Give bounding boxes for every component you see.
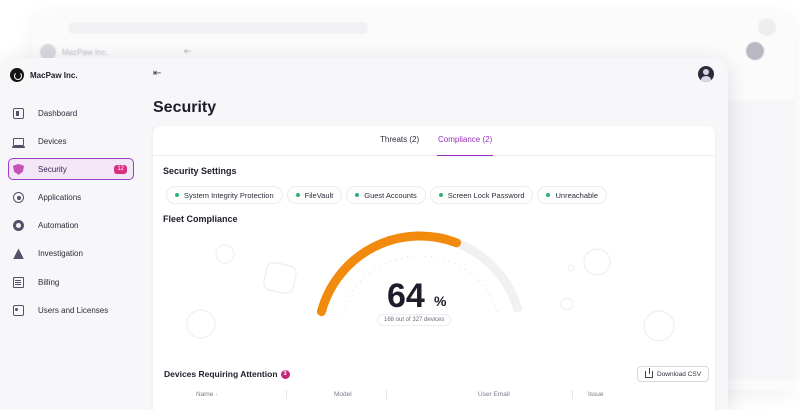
tab-bar: Threats (2) Compliance (2): [153, 126, 715, 156]
security-settings-title: Security Settings: [163, 166, 237, 176]
warning-icon: [13, 248, 24, 260]
sidebar: MacPaw Inc. Dashboard Devices Security 1…: [0, 58, 140, 410]
ghost-user-avatar: [746, 42, 764, 60]
download-csv-label: Download CSV: [657, 370, 702, 378]
sidebar-item-label: Automation: [38, 221, 79, 231]
decorative-background: [186, 244, 675, 342]
devices-attention-title: Devices Requiring Attention 3: [164, 369, 290, 379]
gauge-value: 64: [387, 277, 425, 315]
compliance-gauge: [316, 231, 523, 317]
status-dot-icon: [295, 193, 300, 197]
sidebar-item-label: Applications: [38, 193, 82, 203]
tab-threats[interactable]: Threats (2): [380, 135, 420, 144]
sidebar-item-billing[interactable]: Billing: [8, 271, 134, 293]
sidebar-item-label: Investigation: [38, 249, 83, 259]
column-label: Name: [196, 391, 214, 398]
brand-name: MacPaw Inc.: [30, 70, 78, 80]
gauge-fill: [316, 231, 462, 317]
column-label: Model: [334, 391, 352, 398]
status-dot-icon: [546, 193, 551, 197]
chip-label: Screen Lock Password: [447, 190, 525, 200]
download-icon: [645, 367, 653, 378]
security-count-badge: 12: [114, 165, 127, 175]
users-icon: [13, 304, 24, 316]
column-header-name[interactable]: Name ↕: [196, 391, 218, 398]
sidebar-item-label: Devices: [38, 136, 67, 146]
sidebar-item-automation[interactable]: Automation: [8, 215, 134, 237]
security-settings-chips: System Integrity Protection FileVault Gu…: [166, 186, 608, 204]
automation-icon: [13, 220, 24, 232]
tab-compliance[interactable]: Compliance (2): [437, 135, 494, 156]
sidebar-item-dashboard[interactable]: Dashboard: [8, 102, 134, 124]
gauge-dotted-ring: [341, 255, 499, 313]
sort-icon: ↕: [215, 392, 218, 398]
download-csv-button[interactable]: Download CSV: [637, 366, 710, 382]
chip-screen-lock-password[interactable]: Screen Lock Password: [429, 186, 534, 204]
gauge-unit: %: [434, 293, 447, 309]
ghost-collapse-icon: ⇤: [184, 46, 192, 56]
column-header-issue[interactable]: Issue: [588, 391, 604, 398]
sidebar-item-label: Dashboard: [38, 108, 78, 118]
ghost-title: MacPaw Inc.: [62, 48, 108, 57]
column-separator: [572, 390, 573, 399]
sidebar-item-label: Users and Licenses: [38, 305, 109, 315]
chip-label: FileVault: [304, 190, 334, 200]
status-dot-icon: [355, 193, 360, 197]
sidebar-item-devices[interactable]: Devices: [8, 130, 134, 152]
brand[interactable]: MacPaw Inc.: [10, 68, 78, 82]
page-title: Security: [153, 99, 217, 116]
chip-guest-accounts[interactable]: Guest Accounts: [346, 186, 426, 204]
sidebar-item-investigation[interactable]: Investigation: [8, 243, 134, 265]
laptop-icon: [12, 137, 25, 148]
sidebar-item-label: Security: [38, 164, 67, 174]
column-header-model[interactable]: Model: [334, 391, 352, 398]
column-label: User Email: [478, 391, 510, 398]
chip-label: Unreachable: [555, 190, 599, 200]
sidebar-item-applications[interactable]: Applications: [8, 187, 134, 209]
chip-label: System Integrity Protection: [184, 190, 274, 200]
ghost-avatar: [40, 44, 56, 60]
user-avatar[interactable]: [698, 66, 714, 82]
ghost-button: [758, 18, 776, 36]
sidebar-item-security[interactable]: Security 12: [8, 158, 134, 181]
macpaw-logo-icon: [10, 68, 24, 82]
status-dot-icon: [175, 193, 179, 197]
chip-system-integrity-protection[interactable]: System Integrity Protection: [166, 186, 283, 204]
chip-filevault[interactable]: FileVault: [286, 186, 343, 204]
fleet-compliance-title: Fleet Compliance: [163, 214, 238, 224]
gauge-subtitle: 168 out of 327 devices: [377, 314, 452, 326]
sidebar-nav: Dashboard Devices Security 12 Applicatio…: [8, 102, 134, 328]
compliance-card: Threats (2) Compliance (2) Security Sett…: [153, 126, 715, 410]
column-separator: [386, 390, 387, 399]
sidebar-item-users-and-licenses[interactable]: Users and Licenses: [8, 299, 134, 321]
shield-icon: [13, 163, 24, 175]
collapse-sidebar-icon[interactable]: ⇤: [153, 68, 162, 79]
column-separator: [286, 390, 287, 399]
chip-label: Guest Accounts: [364, 190, 417, 200]
devices-attention-label: Devices Requiring Attention: [164, 369, 278, 379]
column-label: Issue: [588, 391, 604, 398]
dashboard-icon: [13, 107, 24, 119]
sidebar-item-label: Billing: [38, 277, 60, 287]
column-header-user-email[interactable]: User Email: [478, 391, 510, 398]
ghost-search-bar: [68, 22, 368, 34]
billing-icon: [13, 276, 24, 288]
ghost-panel: [724, 100, 794, 380]
chip-unreachable[interactable]: Unreachable: [537, 186, 608, 204]
attention-count-badge: 3: [280, 369, 290, 379]
status-dot-icon: [438, 193, 443, 197]
applications-icon: [13, 192, 24, 204]
